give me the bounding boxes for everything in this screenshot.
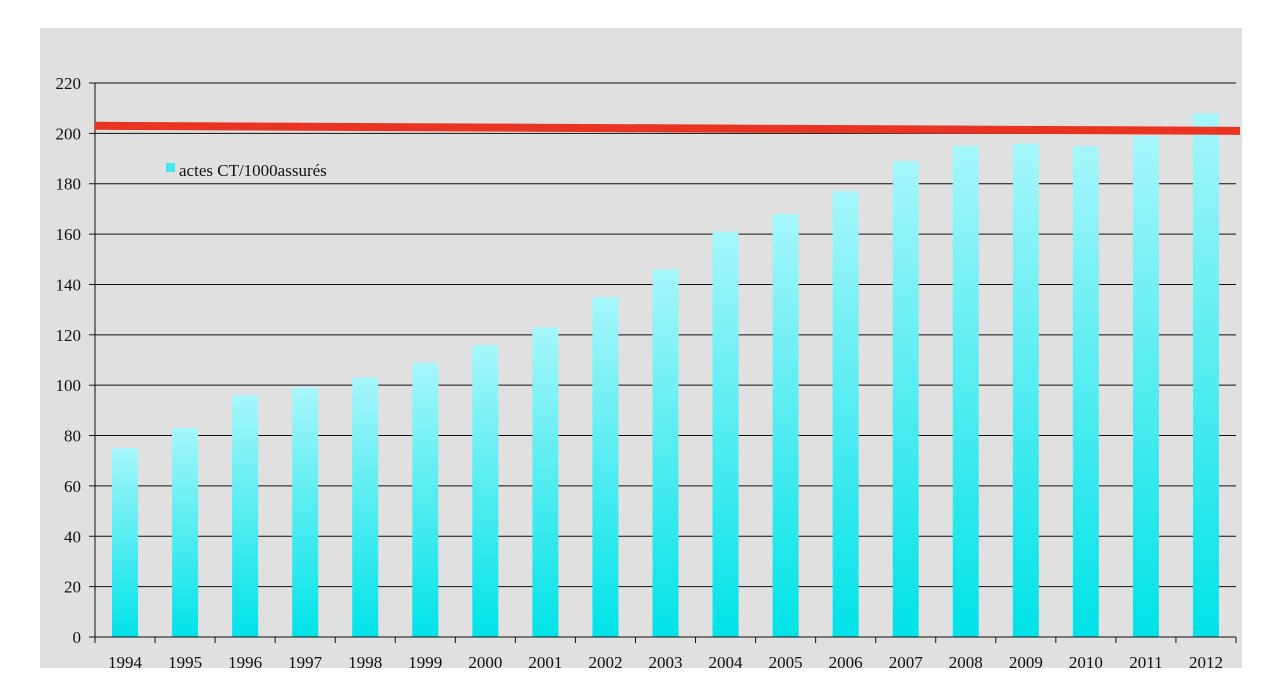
x-tick-label: 1995 bbox=[168, 653, 202, 672]
y-axis-ticks: 0 20 40 60 80 100 120 140 160 180 200 220 bbox=[56, 74, 95, 647]
axes bbox=[94, 83, 1236, 638]
bar bbox=[472, 344, 499, 637]
bar bbox=[1132, 135, 1159, 637]
bar bbox=[412, 362, 439, 637]
bar bbox=[172, 427, 199, 637]
bar bbox=[652, 269, 679, 637]
x-tick-label: 1999 bbox=[408, 653, 442, 672]
x-tick-label: 2012 bbox=[1189, 653, 1223, 672]
bar bbox=[772, 213, 799, 638]
x-tick-label: 2007 bbox=[889, 653, 924, 672]
y-tick-label: 120 bbox=[56, 326, 82, 345]
x-tick-label: 2006 bbox=[829, 653, 863, 672]
bar bbox=[292, 387, 319, 637]
bar bbox=[712, 231, 739, 637]
x-tick-label: 1996 bbox=[228, 653, 262, 672]
bar bbox=[952, 145, 979, 638]
reference-line-layer bbox=[94, 121, 1241, 135]
legend-label: actes CT/1000assurés bbox=[179, 161, 327, 180]
bar bbox=[1072, 145, 1099, 638]
x-tick-label: 2008 bbox=[949, 653, 983, 672]
y-tick-label: 40 bbox=[64, 527, 81, 546]
x-tick-label: 1998 bbox=[348, 653, 382, 672]
x-tick-label: 2010 bbox=[1069, 653, 1103, 672]
bar bbox=[232, 395, 259, 637]
y-tick-label: 80 bbox=[64, 427, 81, 446]
bar bbox=[832, 191, 859, 638]
bar bbox=[1012, 143, 1039, 637]
y-tick-label: 0 bbox=[73, 628, 82, 647]
bars bbox=[112, 113, 1219, 638]
y-tick-label: 200 bbox=[56, 124, 82, 143]
bar bbox=[592, 297, 619, 637]
bar bbox=[112, 448, 139, 637]
x-tick-label: 2001 bbox=[528, 653, 562, 672]
x-tick-label: 2002 bbox=[588, 653, 622, 672]
y-tick-label: 20 bbox=[64, 578, 81, 597]
bar bbox=[892, 161, 919, 637]
x-tick-label: 2009 bbox=[1009, 653, 1043, 672]
legend-swatch bbox=[166, 163, 175, 172]
x-tick-label: 2004 bbox=[709, 653, 744, 672]
legend: actes CT/1000assurés bbox=[166, 161, 327, 180]
x-tick-label: 2005 bbox=[769, 653, 803, 672]
x-tick-label: 2003 bbox=[649, 653, 683, 672]
bar bbox=[352, 377, 379, 637]
y-tick-label: 180 bbox=[56, 175, 82, 194]
y-tick-label: 100 bbox=[56, 376, 82, 395]
bar bbox=[532, 327, 559, 637]
y-tick-label: 220 bbox=[56, 74, 82, 93]
x-axis-ticks: 1994 1995 1996 1997 1998 1999 2000 2001 2002 2003… bbox=[94, 637, 1237, 672]
x-tick-label: 2011 bbox=[1129, 653, 1162, 672]
x-tick-label: 1997 bbox=[288, 653, 323, 672]
reference-line bbox=[94, 121, 1241, 135]
y-tick-label: 140 bbox=[56, 275, 82, 294]
y-tick-label: 60 bbox=[64, 477, 81, 496]
y-tick-label: 160 bbox=[56, 225, 82, 244]
bar bbox=[1192, 113, 1219, 637]
x-tick-label: 1994 bbox=[108, 653, 143, 672]
x-tick-label: 2000 bbox=[468, 653, 502, 672]
